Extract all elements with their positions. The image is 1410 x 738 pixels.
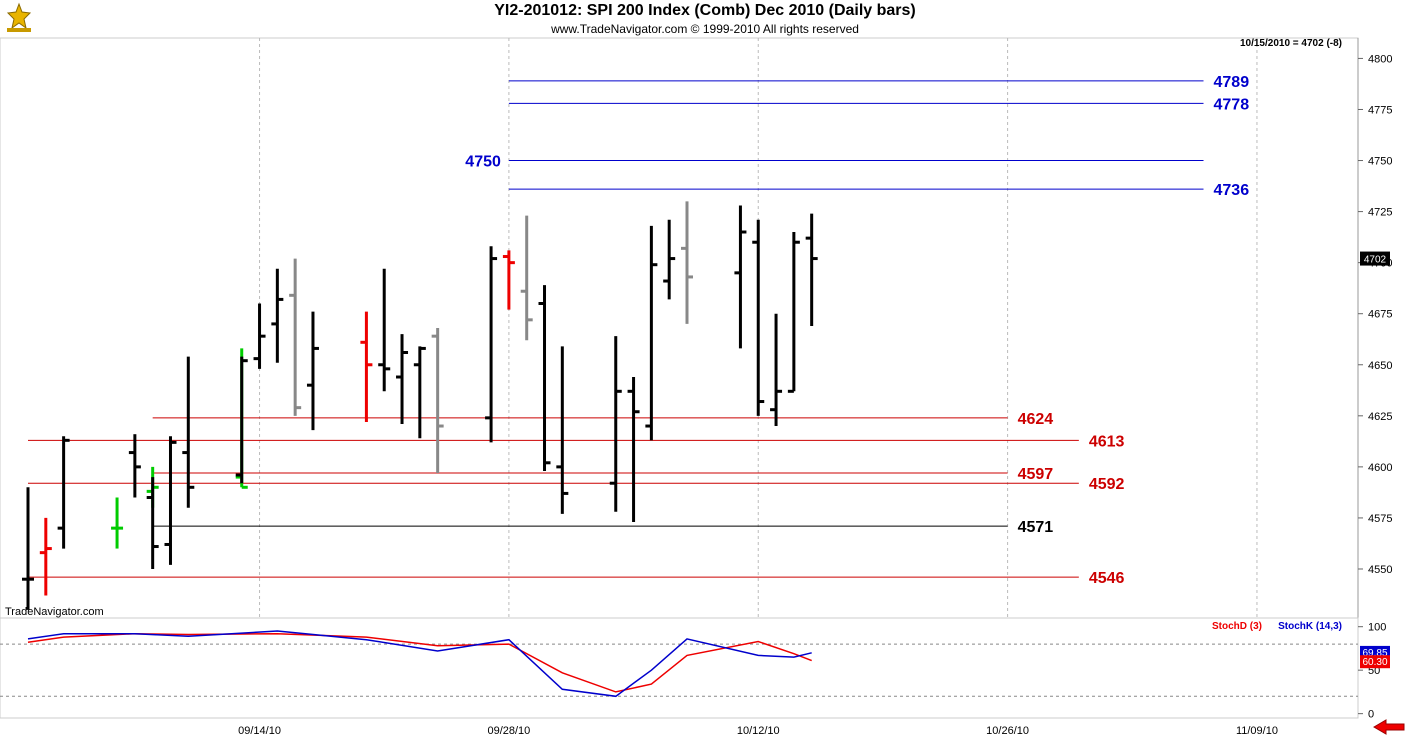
x-tick-label: 11/09/10 — [1236, 725, 1278, 737]
chart-title: YI2-201012: SPI 200 Index (Comb) Dec 201… — [494, 2, 916, 19]
chart-copyright: www.TradeNavigator.com © 1999-2010 All r… — [551, 22, 859, 36]
y-tick-label: 4625 — [1368, 411, 1392, 423]
price-panel: 09/14/10 09/28/10 10/12/10 10/26/10 11/09/10… — [0, 37, 1392, 737]
y-tick-label: 4725 — [1368, 207, 1392, 219]
level-label: 4613 — [1089, 433, 1125, 450]
stoch-y-tick-label: 0 — [1368, 709, 1374, 721]
trade-navigator-logo-icon — [4, 2, 34, 34]
level-label: 4789 — [1214, 74, 1250, 91]
level-label: 4624 — [1018, 411, 1054, 428]
y-tick-label: 4600 — [1368, 462, 1392, 474]
chart-header: YI2-201012: SPI 200 Index (Comb) Dec 201… — [0, 0, 1410, 38]
x-tick-label: 09/28/10 — [487, 725, 530, 737]
x-tick-label: 09/14/10 — [238, 725, 281, 737]
level-label: 4736 — [1214, 182, 1250, 199]
level-label: 4750 — [465, 154, 501, 171]
back-arrow-icon[interactable] — [1372, 718, 1406, 736]
level-label: 4778 — [1214, 96, 1250, 113]
x-tick-label: 10/26/10 — [986, 725, 1029, 737]
stochk-value-label: 69.85 — [1362, 648, 1387, 659]
stochk-line — [27, 630, 812, 698]
y-tick-label: 4550 — [1368, 564, 1392, 576]
quote-readout: 10/15/2010 = 4702 (-8) — [1240, 38, 1342, 49]
level-label: 4546 — [1089, 570, 1125, 587]
watermark-label: TradeNavigator.com — [5, 606, 104, 618]
last-price-tag — [1360, 251, 1390, 266]
y-tick-label: 4650 — [1368, 360, 1392, 372]
y-tick-label: 4800 — [1368, 53, 1392, 65]
y-tick-label: 4675 — [1368, 309, 1392, 321]
price-plot-area — [0, 37, 1359, 619]
x-tick-label: 10/12/10 — [737, 725, 780, 737]
level-label: 4571 — [1018, 519, 1054, 536]
level-label: 4597 — [1018, 466, 1054, 483]
last-price-label: 4702 — [1364, 255, 1387, 266]
stoch-plot-area — [0, 617, 1359, 719]
y-tick-label: 4750 — [1368, 156, 1392, 168]
y-tick-label: 4575 — [1368, 513, 1392, 525]
stochd-value-tag — [1360, 655, 1390, 669]
stochd-value-label: 60.30 — [1362, 657, 1387, 668]
legend-stochd: StochD (3) — [1212, 621, 1262, 632]
y-tick-label: 4775 — [1368, 104, 1392, 116]
legend-stochk: StochK (14,3) — [1278, 621, 1342, 632]
level-label: 4592 — [1089, 476, 1125, 493]
stoch-y-tick-label: 100 — [1368, 622, 1386, 634]
